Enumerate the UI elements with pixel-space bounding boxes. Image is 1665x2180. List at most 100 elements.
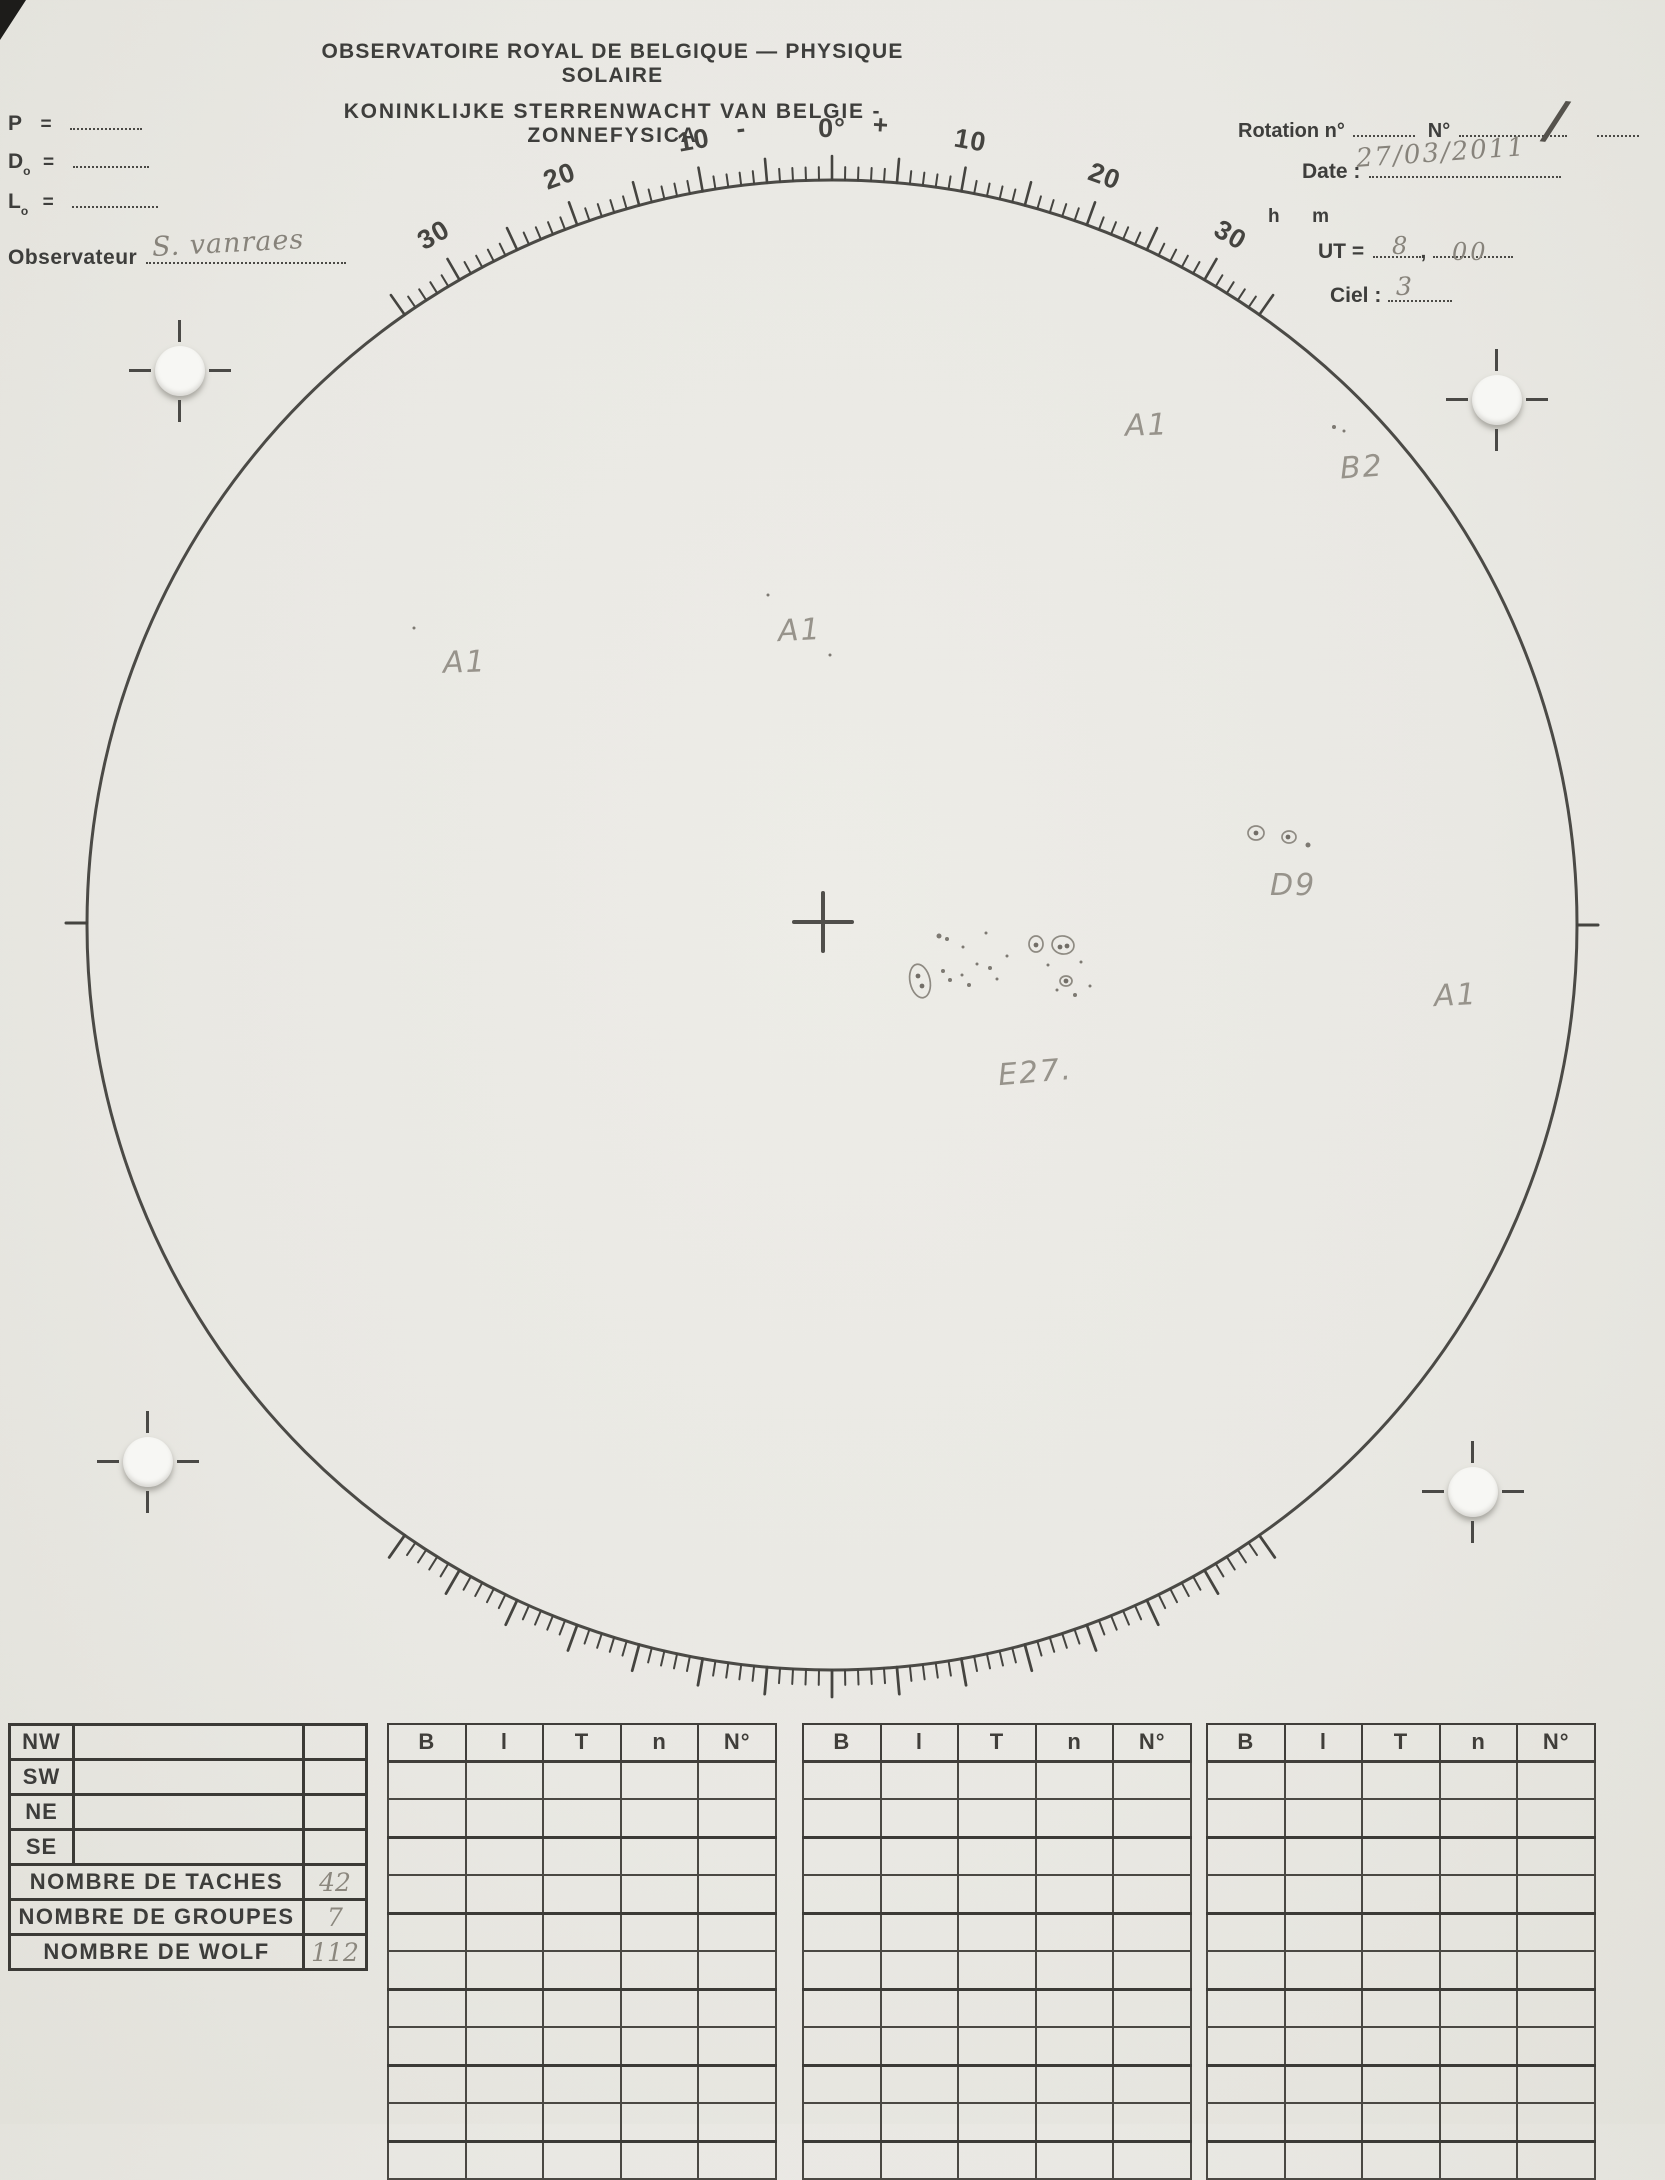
group-table-cell [803,1913,881,1951]
group-table-cell [958,1875,1036,1913]
group-table-cell [466,1761,544,1799]
group-column-header: l [466,1724,544,1761]
summary-label: NOMBRE DE TACHES [10,1865,304,1900]
bottom-scale-tick [1147,1600,1158,1624]
group-table-cell [1113,2065,1191,2103]
bottom-scale-tick [1075,1629,1080,1643]
top-scale-tick [661,186,664,199]
bottom-scale-tick [464,1577,471,1590]
scale-label: 0° [818,113,846,143]
top-scale-tick [740,173,742,186]
group-table-row [803,1913,1191,1951]
group-table-cell [621,2103,699,2141]
group-table-row [1207,2103,1595,2141]
group-table-cell [1440,1989,1518,2027]
group-column-header: l [881,1724,959,1761]
group-table-cell [466,1799,544,1837]
top-scale-tick [987,184,990,197]
sunspot-dot [961,974,964,977]
sunspot-dot [1047,964,1050,967]
bottom-scale-tick [1062,1634,1067,1648]
group-table-cell [388,2141,466,2179]
group-column-header: N° [1517,1724,1595,1761]
bottom-scale-tick [632,1645,639,1671]
group-table-row [1207,2027,1595,2065]
group-table-cell [1517,1837,1595,1875]
top-scale-tick [1238,289,1245,300]
bottom-scale-tick [523,1606,529,1620]
group-table-cell [958,2103,1036,2141]
bottom-scale-tick [1111,1616,1117,1630]
group-table-cell [803,2065,881,2103]
group-table-cell [388,1913,466,1951]
bottom-scale-tick [661,1651,664,1666]
group-table-cell [388,1837,466,1875]
group-table-row [388,1989,776,2027]
bottom-scale-tick [949,1661,951,1676]
group-table-cell [621,1913,699,1951]
bottom-scale-tick [610,1637,614,1651]
bottom-scale-tick [1025,1645,1032,1671]
bottom-scale-tick [713,1661,715,1676]
group-table-cell [621,1837,699,1875]
bottom-scale-tick [936,1663,938,1678]
group-table-cell [466,1913,544,1951]
top-scale-tick [623,196,627,208]
group-table-cell [1285,1989,1363,2027]
sunspot-dot [985,932,988,935]
group-table-cell [1517,1951,1595,1989]
group-table-cell [958,2065,1036,2103]
group-table-row [803,1761,1191,1799]
group-table-cell [1517,2103,1595,2141]
group-table-cell [1285,2141,1363,2179]
sunspot-penumbra [1051,934,1076,956]
group-table-cell [1362,1913,1440,1951]
group-table-cell [388,2027,466,2065]
group-column-header: B [388,1724,466,1761]
top-scale-tick [649,190,652,203]
top-scale-tick [1249,297,1256,308]
group-table-cell [1362,1837,1440,1875]
top-scale-tick [1087,202,1095,225]
quadrant-value-cell [74,1725,304,1760]
group-table-row [803,1837,1191,1875]
sunspot-group-label: A1 [442,644,487,681]
group-table-cell [1440,2027,1518,2065]
group-table-cell [958,1799,1036,1837]
sunspot-dot [941,969,945,973]
group-table-cell [881,2141,959,2179]
group-table-cell [803,1837,881,1875]
scale-label: 10 [952,123,989,158]
group-table-cell [1517,2065,1595,2103]
top-scale-tick [936,174,938,187]
summary-value: 42 [304,1865,367,1900]
bottom-scale-tick [1159,1595,1166,1608]
bottom-scale-tick [765,1667,767,1694]
group-table-row [388,1951,776,1989]
top-scale-tick [884,169,885,182]
top-scale-tick [465,262,471,273]
sunspot-umbra [920,984,925,989]
group-table-row [388,2027,776,2065]
top-scale-tick [897,159,899,183]
group-table-cell [1440,1799,1518,1837]
group-table-cell [1362,2141,1440,2179]
group-table-cell [1517,1761,1595,1799]
group-table-cell [621,2065,699,2103]
sunspot-dot [1080,961,1083,964]
group-table-cell [1207,1913,1285,1951]
group-table-cell [958,1913,1036,1951]
group-column-header: N° [1113,1724,1191,1761]
bottom-scale-tick [535,1611,541,1625]
sunspot-dot [996,978,999,981]
group-table-cell [1285,1799,1363,1837]
group-table-cell [1036,2027,1114,2065]
group-table-cell [1113,1837,1191,1875]
group-column-header: l [1285,1724,1363,1761]
group-table-cell [803,1799,881,1837]
top-scale-tick [408,297,415,308]
scale-label: 10 [675,123,712,158]
group-table-cell [958,1989,1036,2027]
group-table-cell [1440,1913,1518,1951]
